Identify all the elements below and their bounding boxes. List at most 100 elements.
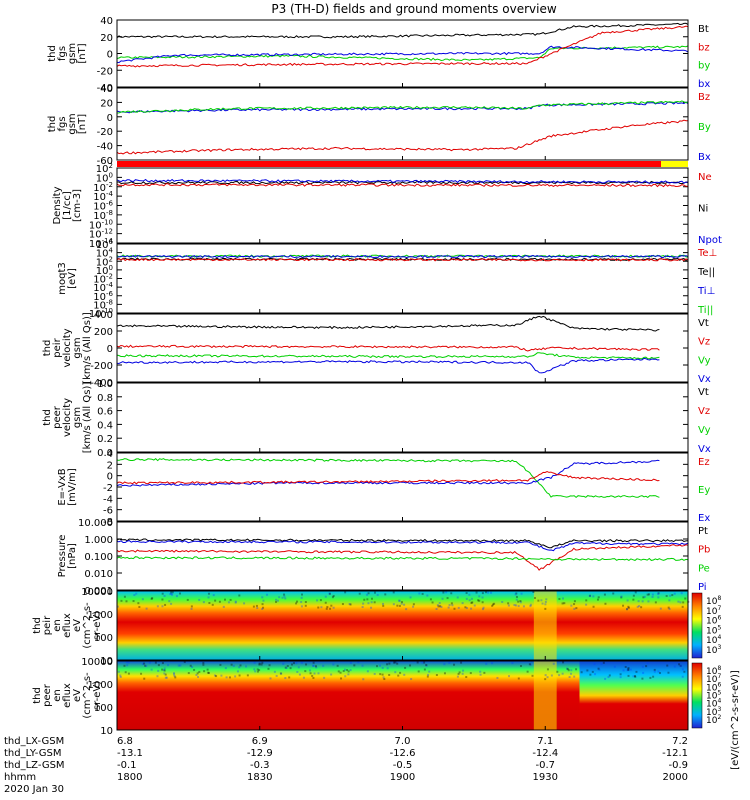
speckle	[468, 599, 471, 602]
speckle	[381, 673, 384, 676]
panel-10-ylabel-line: thd	[32, 687, 43, 704]
speckle	[515, 598, 518, 601]
legend-4-entry: Ti||	[697, 305, 713, 316]
speckle	[421, 661, 424, 664]
speckle	[150, 668, 153, 671]
panel-6-ylabel-line: [km/s (All Qs)]	[82, 382, 93, 454]
speckle	[470, 607, 473, 610]
speckle	[202, 663, 205, 666]
speckle	[570, 604, 573, 607]
ytick-label: 10-4	[93, 190, 113, 203]
ytick-label: -6	[103, 506, 113, 517]
speckle	[224, 667, 227, 670]
speckle	[603, 593, 606, 596]
speckle	[568, 676, 571, 679]
legend-7-entry: Ez	[698, 457, 710, 468]
ytick-label: 1.0	[97, 379, 113, 390]
ytick-label: 0	[107, 344, 113, 355]
speckle	[642, 596, 645, 599]
speckle	[156, 675, 159, 678]
panel-5-ylabel-line: velocity	[62, 328, 73, 367]
speckle	[143, 677, 146, 680]
speckle	[448, 604, 451, 607]
speckle	[234, 601, 237, 604]
panel-5-ylabel-line: thd	[42, 340, 53, 357]
speckle	[651, 593, 654, 596]
speckle	[456, 675, 459, 678]
speckle	[370, 601, 373, 604]
speckle	[425, 664, 428, 667]
speckle	[260, 663, 263, 666]
speckle	[624, 665, 627, 668]
speckle	[161, 592, 164, 595]
speckle	[326, 605, 329, 608]
speckle	[141, 663, 144, 666]
speckle	[665, 594, 668, 597]
speckle	[627, 674, 630, 677]
speckle	[481, 596, 484, 599]
status-bar-yellow	[661, 161, 688, 167]
footer-value: 2000	[663, 772, 688, 783]
speckle	[394, 661, 397, 664]
speckle	[341, 603, 344, 606]
speckle	[161, 605, 164, 608]
speckle	[141, 598, 144, 601]
series-ez-line	[116, 471, 660, 485]
colorbar-tick: 103	[706, 706, 721, 718]
speckle	[465, 676, 468, 679]
footer-row-label: hhmm	[4, 772, 36, 783]
speckle	[343, 668, 346, 671]
speckle	[330, 604, 333, 607]
speckle	[651, 595, 654, 598]
legend-3-entry: Ne	[698, 172, 712, 183]
speckle	[586, 669, 589, 672]
footer-value: -12.9	[247, 748, 273, 759]
footer-value: -0.7	[535, 760, 555, 771]
ytick-label: 0.001	[84, 586, 113, 597]
speckle	[123, 595, 126, 598]
speckle	[120, 599, 123, 602]
speckle	[519, 665, 522, 668]
speckle	[325, 607, 328, 610]
speckle	[286, 665, 289, 668]
ytick-label: -200	[90, 361, 113, 372]
speckle	[573, 607, 576, 610]
speckle	[273, 670, 276, 673]
speckle	[383, 678, 386, 681]
speckle	[646, 593, 649, 596]
speckle	[485, 591, 488, 594]
panel-1-ylabel-line: fgs	[57, 46, 68, 61]
speckle	[604, 602, 607, 605]
ytick-label: 0	[107, 113, 113, 124]
speckle	[280, 672, 283, 675]
speckle	[322, 664, 325, 667]
speckle	[161, 598, 164, 601]
speckle	[442, 591, 445, 594]
panel-7-ylabel-line: E=-VxB	[57, 468, 68, 505]
speckle	[219, 663, 222, 666]
speckle	[447, 606, 450, 609]
speckle	[507, 675, 510, 678]
speckle	[403, 603, 406, 606]
speckle	[262, 599, 265, 602]
speckle	[453, 663, 456, 666]
speckle	[117, 670, 120, 673]
speckle	[207, 671, 210, 674]
ytick-label: 10.000	[78, 518, 113, 529]
speckle	[620, 596, 623, 599]
legend-6-entry: Vz	[698, 406, 710, 417]
panel-2: thd fgs gsm [nT] Bz By Bx	[47, 87, 711, 163]
speckle	[262, 606, 265, 609]
speckle	[429, 598, 432, 601]
speckle	[666, 664, 669, 667]
speckle	[546, 676, 549, 679]
speckle	[208, 602, 211, 605]
speckle	[629, 668, 632, 671]
panel-8-ylabel-line: Pressure	[57, 535, 68, 578]
ytick-label: 106	[96, 238, 114, 251]
speckle	[632, 675, 635, 678]
speckle	[529, 603, 532, 606]
colorbar-tick: 107	[706, 605, 721, 617]
panel-9-ylabel-line: (cm^2-s-	[82, 602, 93, 649]
